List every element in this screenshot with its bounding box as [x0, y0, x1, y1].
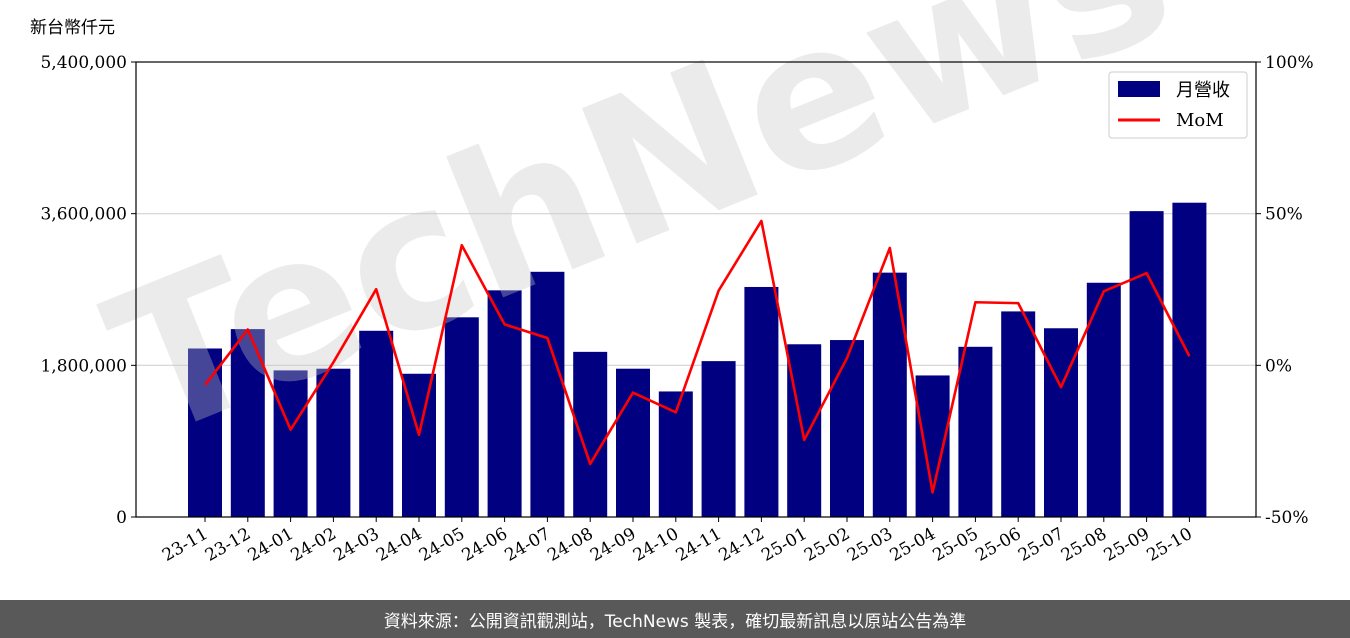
x-tick-label: 23-11 [159, 524, 211, 566]
bar-24-09 [616, 368, 650, 517]
x-tick-label: 24-07 [501, 524, 553, 566]
source-text: 資料來源：公開資訊觀測站，TechNews 製表，確切最新訊息以原站公告為準 [383, 611, 967, 632]
y-left-tick-label: 3,600,000 [40, 205, 127, 225]
bar-series [188, 202, 1207, 518]
x-tick-label: 24-12 [715, 524, 767, 566]
x-tick-label: 25-07 [1015, 524, 1067, 566]
source-footer: 資料來源：公開資訊觀測站，TechNews 製表，確切最新訊息以原站公告為準 [0, 600, 1350, 638]
x-tick-label: 25-02 [801, 524, 853, 566]
bar-23-11 [188, 348, 222, 517]
bar-25-06 [1001, 311, 1036, 517]
x-tick-label: 25-03 [844, 524, 896, 566]
bar-23-12 [230, 329, 265, 517]
bar-24-02 [316, 368, 351, 517]
bar-24-07 [530, 271, 565, 517]
x-tick-label: 24-11 [673, 524, 725, 566]
legend: 月營收 MoM [1108, 71, 1248, 139]
bar-25-09 [1129, 211, 1164, 517]
bar-25-10 [1172, 202, 1207, 518]
y-right-tick-label: 50% [1265, 205, 1303, 225]
bar-24-11 [701, 361, 736, 517]
bar-25-02 [830, 340, 864, 517]
bar-25-08 [1086, 282, 1121, 517]
y-left-tick-label: 5,400,000 [40, 53, 127, 73]
plot-frame [135, 61, 1257, 518]
x-tick-label: 24-02 [287, 524, 339, 566]
x-tick-label: 25-04 [887, 524, 939, 566]
x-tick-label: 24-09 [587, 524, 639, 566]
chart: 新台幣仟元 TechNews 01,800,0003,600,0005,400,… [30, 0, 1314, 566]
bar-24-03 [359, 330, 394, 517]
y-right-tick-label: -50% [1265, 508, 1309, 528]
x-tick-label: 25-05 [929, 524, 981, 566]
x-tick-label: 25-01 [758, 524, 810, 566]
x-tick-label: 23-12 [202, 524, 254, 566]
legend-label-revenue: 月營收 [1176, 80, 1230, 101]
x-tick-label: 25-08 [1058, 524, 1110, 566]
bar-25-01 [787, 344, 822, 517]
y-axis-unit-label: 新台幣仟元 [30, 18, 115, 38]
x-tick-label: 24-05 [416, 524, 468, 566]
bar-24-12 [744, 286, 779, 517]
y-right-tick-label: 100% [1265, 53, 1314, 73]
bar-25-05 [958, 346, 993, 517]
x-tick-label: 24-04 [373, 524, 425, 566]
x-tick-label: 24-06 [459, 524, 511, 566]
x-tick-label: 25-10 [1143, 524, 1195, 566]
x-tick-label: 24-03 [330, 524, 382, 566]
legend-label-mom: MoM [1176, 110, 1224, 131]
mom-line [203, 219, 1191, 494]
x-tick-label: 24-08 [544, 524, 596, 566]
bar-25-07 [1044, 328, 1078, 517]
bar-24-08 [573, 351, 608, 517]
bar-24-01 [273, 370, 308, 517]
y-left-tick-label: 0 [116, 508, 127, 528]
x-tick-label: 25-06 [972, 524, 1024, 566]
bar-25-04 [915, 375, 950, 517]
bar-24-05 [444, 317, 479, 517]
y-right-tick-label: 0% [1265, 356, 1292, 376]
y-left-tick-label: 1,800,000 [40, 356, 127, 376]
x-tick-label: 25-09 [1101, 524, 1153, 566]
legend-bar-swatch [1118, 81, 1160, 97]
line-series [203, 219, 1191, 494]
x-tick-label: 24-01 [245, 524, 297, 566]
x-tick-label: 24-10 [630, 524, 682, 566]
